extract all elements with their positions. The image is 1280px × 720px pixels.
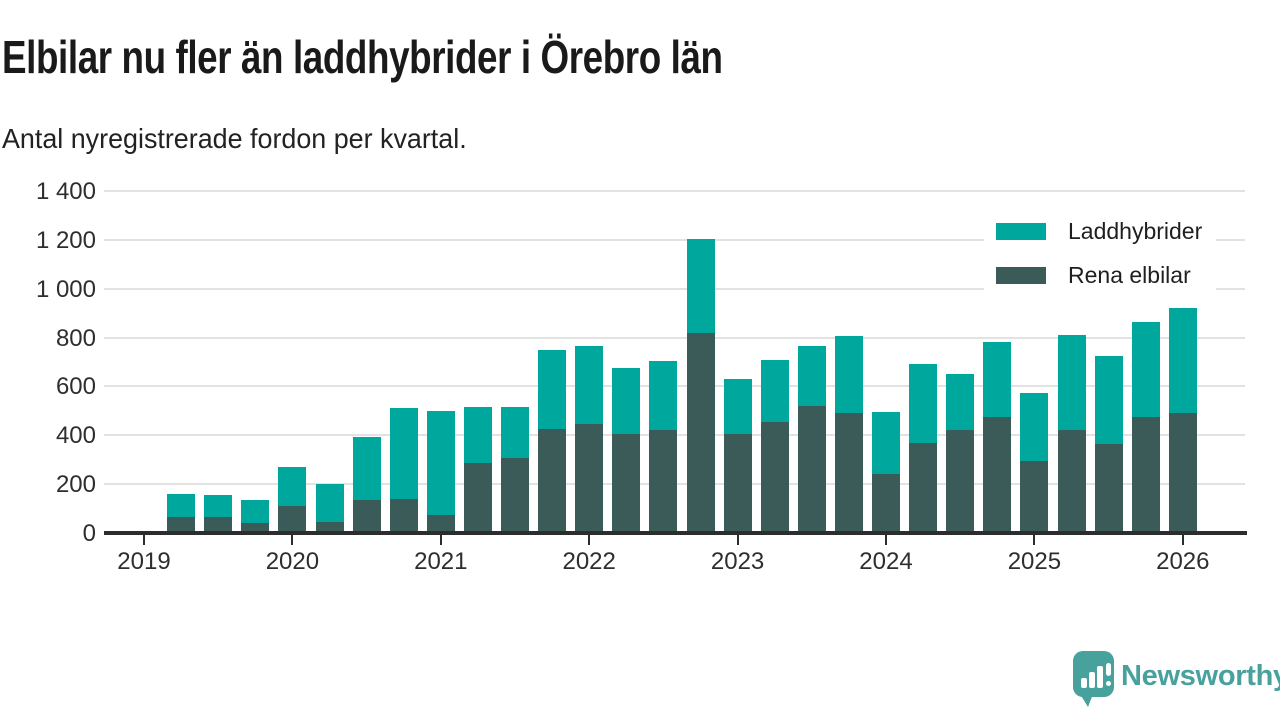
y-axis-tick-label: 1 000 [35,275,96,303]
y-axis-tick-label: 600 [55,373,96,401]
bar-2020-q4-rena-elbilar [389,498,418,533]
bar-2019-q4-rena-elbilar [241,523,270,533]
bar-2019-q3-laddhybrider [204,495,233,518]
chart-subtitle: Antal nyregistrerade fordon per kvartal. [2,123,467,154]
bar-2020-q3-rena-elbilar [352,500,381,533]
bar-2025-q3-rena-elbilar [1094,443,1123,533]
bar-2026-q1-laddhybrider [1168,308,1197,414]
x-axis-tick-mark [143,535,145,545]
bar-2022-q2-laddhybrider [612,368,641,435]
x-axis-tick-mark [736,535,739,545]
y-axis-tick-label: 0 [82,520,96,547]
bar-2023-q4-laddhybrider [834,336,863,414]
bar-2025-q4-laddhybrider [1131,321,1160,417]
x-axis-tick-label: 2024 [859,548,913,575]
rena-elbilar-swatch-icon [996,267,1046,284]
x-axis-tick-mark [1181,535,1184,545]
y-axis-tick-label: 1 400 [35,178,96,205]
legend: Laddhybrider Rena elbilar [984,210,1217,298]
bar-2021-q2-rena-elbilar [463,463,492,533]
bar-2024-q3-laddhybrider [946,374,975,431]
bar-2021-q1-laddhybrider [426,410,455,515]
bar-2024-q2-laddhybrider [909,364,938,443]
x-axis-tick-label: 2025 [1007,548,1062,575]
bar-2020-q1-rena-elbilar [278,506,307,533]
bar-2024-q2-rena-elbilar [909,442,938,533]
bar-2023-q4-rena-elbilar [834,413,863,533]
bar-2025-q1-rena-elbilar [1020,460,1049,533]
laddhybrider-swatch-icon [996,223,1046,240]
x-axis-tick-label: 2026 [1156,548,1210,575]
bar-2024-q4-laddhybrider [983,342,1012,417]
bar-2023-q1-laddhybrider [723,379,752,435]
x-axis-tick-label: 2020 [265,548,320,575]
bar-2019-q2-laddhybrider [167,493,196,518]
bar-2022-q1-laddhybrider [575,346,604,425]
bar-2025-q4-rena-elbilar [1131,416,1160,533]
bar-2019-q2-rena-elbilar [167,517,196,533]
bar-2022-q4-laddhybrider [686,238,715,333]
x-axis-tick-mark [885,535,887,545]
gridline [104,190,1245,192]
bar-2021-q4-rena-elbilar [538,429,567,533]
legend-item-laddhybrider: Laddhybrider [984,210,1217,254]
bar-2021-q3-laddhybrider [501,407,529,459]
bar-2026-q1-rena-elbilar [1168,413,1197,533]
bar-2024-q4-rena-elbilar [983,416,1012,533]
bar-2022-q3-rena-elbilar [649,430,678,533]
x-axis-tick-label: 2022 [562,548,616,575]
bar-2025-q2-rena-elbilar [1057,430,1086,533]
legend-label: Laddhybrider [1068,218,1203,244]
legend-label: Rena elbilar [1068,262,1191,288]
y-axis-tick-label: 800 [55,324,96,352]
bar-2023-q2-rena-elbilar [760,421,789,533]
bar-2025-q2-laddhybrider [1057,335,1086,431]
bar-2021-q2-laddhybrider [463,407,492,464]
x-axis-tick-label: 2021 [414,548,468,575]
bar-2025-q1-laddhybrider [1020,392,1049,461]
bar-2025-q3-laddhybrider [1094,355,1123,444]
bar-2021-q1-rena-elbilar [426,514,455,533]
bar-2023-q2-laddhybrider [760,359,789,422]
bar-2020-q1-laddhybrider [278,467,307,507]
x-axis-tick-label: 2023 [710,548,765,575]
bar-2022-q3-laddhybrider [649,360,678,431]
gridline [104,238,1245,241]
bar-2020-q4-laddhybrider [389,408,418,499]
bar-2023-q1-rena-elbilar [723,434,752,533]
bar-2019-q4-laddhybrider [241,500,270,524]
x-axis-tick-mark [291,535,294,545]
x-axis-tick-mark [588,535,591,545]
x-axis-tick-mark [439,535,442,545]
bar-2021-q4-laddhybrider [538,349,567,430]
gridline [104,336,1245,339]
gridline [104,287,1245,290]
legend-item-rena-elbilar: Rena elbilar [984,254,1217,298]
x-axis-tick-mark [1033,535,1036,545]
bar-2024-q3-rena-elbilar [946,430,975,533]
chart-title: Elbilar nu fler än laddhybrider i Örebro… [2,31,723,83]
x-axis-tick-label: 2019 [117,548,171,575]
bar-2023-q3-laddhybrider [797,346,826,406]
bar-2020-q2-rena-elbilar [315,522,344,533]
bar-2020-q3-laddhybrider [352,436,381,500]
y-axis-tick-label: 1 200 [35,226,96,254]
y-axis-tick-label: 200 [55,471,96,499]
bar-2024-q1-rena-elbilar [872,474,900,533]
bar-2024-q1-laddhybrider [872,412,900,475]
x-axis-line [104,531,1247,535]
bar-2019-q3-rena-elbilar [204,517,233,533]
bar-2021-q3-rena-elbilar [501,458,529,533]
bar-2022-q1-rena-elbilar [575,424,604,533]
bar-2023-q3-rena-elbilar [797,405,826,533]
bar-2020-q2-laddhybrider [315,484,344,522]
bar-2022-q2-rena-elbilar [612,434,641,533]
bar-2022-q4-rena-elbilar [686,332,715,533]
y-axis-tick-label: 400 [55,422,96,450]
